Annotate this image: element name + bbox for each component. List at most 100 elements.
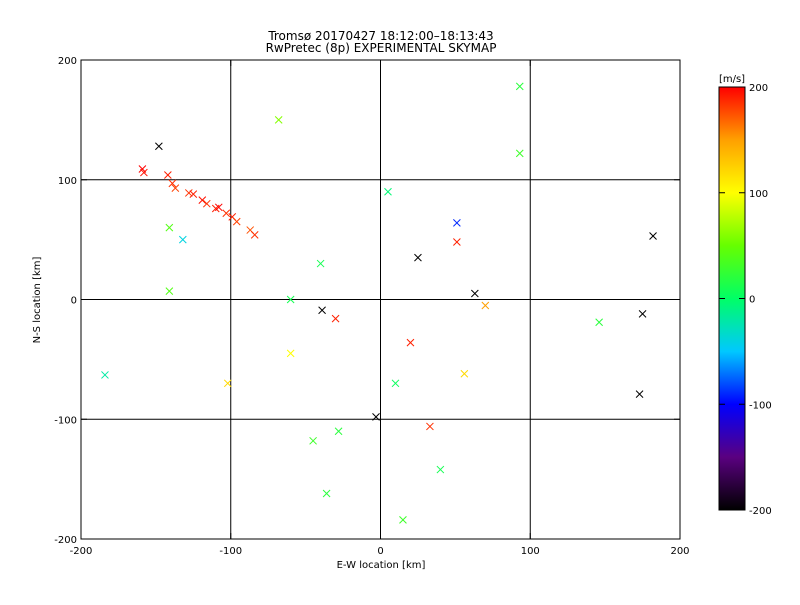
data-point-stroke bbox=[414, 253, 422, 262]
data-point-stroke bbox=[101, 371, 109, 379]
data-point-stroke bbox=[140, 168, 148, 177]
grid-lines bbox=[81, 60, 680, 539]
data-point bbox=[481, 301, 490, 310]
data-point-stroke bbox=[391, 379, 400, 388]
data-point bbox=[334, 427, 343, 436]
data-point bbox=[414, 253, 422, 262]
data-point-stroke bbox=[635, 390, 644, 398]
data-point-stroke bbox=[286, 295, 295, 304]
data-point-stroke bbox=[595, 318, 603, 327]
data-point bbox=[453, 238, 461, 246]
data-point bbox=[322, 489, 331, 498]
data-point bbox=[164, 171, 172, 179]
data-point bbox=[250, 230, 259, 239]
axis-ticks: -200 -100 0 100 200 -200 -100 0 100 200 bbox=[54, 56, 689, 557]
data-point-stroke bbox=[155, 142, 163, 151]
data-point-stroke bbox=[318, 306, 326, 315]
chart-subtitle: RwPretec (8p) EXPERIMENTAL SKYMAP bbox=[266, 41, 497, 55]
data-point-stroke bbox=[331, 314, 340, 323]
data-point-stroke bbox=[286, 349, 295, 358]
x-tick-label: 100 bbox=[521, 546, 540, 557]
colorbar-label: [m/s] bbox=[719, 74, 745, 85]
data-point bbox=[165, 287, 174, 295]
colorbar-tick-label: 100 bbox=[749, 189, 768, 200]
data-point bbox=[309, 436, 317, 445]
data-point bbox=[515, 149, 524, 158]
colorbar-tick-label: -200 bbox=[749, 506, 772, 517]
data-point-stroke bbox=[246, 226, 255, 234]
data-point bbox=[222, 209, 231, 218]
data-point bbox=[331, 314, 340, 323]
colorbar-tick-label: 200 bbox=[749, 83, 768, 94]
data-point-stroke bbox=[481, 301, 490, 310]
x-tick-label: -200 bbox=[70, 546, 93, 557]
y-tick-label: 100 bbox=[58, 176, 77, 187]
data-point bbox=[140, 168, 148, 177]
data-point-stroke bbox=[515, 82, 524, 91]
data-point bbox=[638, 310, 647, 318]
data-point-stroke bbox=[198, 196, 207, 204]
data-point bbox=[391, 379, 400, 388]
data-point-stroke bbox=[453, 238, 461, 246]
data-point bbox=[426, 422, 434, 431]
data-point-stroke bbox=[372, 413, 380, 421]
data-point-stroke bbox=[436, 465, 445, 474]
data-point bbox=[286, 295, 295, 304]
x-tick-label: 0 bbox=[377, 546, 383, 557]
data-point-stroke bbox=[164, 171, 172, 179]
y-axis-label: N-S location [km] bbox=[32, 257, 43, 344]
data-point bbox=[515, 82, 524, 91]
y-tick-label: 200 bbox=[58, 56, 77, 67]
data-point bbox=[399, 515, 407, 524]
data-point-stroke bbox=[171, 184, 180, 192]
data-point bbox=[436, 465, 445, 474]
data-point-stroke bbox=[274, 116, 283, 124]
data-point bbox=[223, 379, 232, 388]
data-point bbox=[635, 390, 644, 398]
data-point-stroke bbox=[453, 219, 461, 227]
data-point-stroke bbox=[222, 209, 231, 218]
data-point-stroke bbox=[334, 427, 343, 436]
y-tick-label: 0 bbox=[71, 296, 77, 307]
data-point bbox=[384, 187, 392, 196]
data-point bbox=[318, 306, 326, 315]
data-point bbox=[168, 179, 177, 188]
data-point-stroke bbox=[228, 213, 237, 221]
colorbar-ticks: -200 -100 0 100 200 bbox=[719, 83, 772, 517]
data-point-stroke bbox=[515, 149, 524, 158]
data-point-stroke bbox=[178, 235, 187, 244]
x-axis-label: E-W location [km] bbox=[337, 560, 426, 571]
data-point-stroke bbox=[316, 259, 325, 268]
data-point bbox=[198, 196, 207, 204]
y-tick-label: -100 bbox=[54, 415, 77, 426]
chart-title: Tromsø 20170427 18:12:00–18:13:43 bbox=[267, 29, 493, 43]
data-point bbox=[372, 413, 380, 421]
colorbar-tick-label: 0 bbox=[749, 295, 755, 306]
data-point bbox=[453, 219, 461, 227]
data-point-stroke bbox=[189, 190, 198, 198]
data-point-stroke bbox=[165, 287, 174, 295]
data-point-stroke bbox=[232, 217, 241, 226]
data-point-stroke bbox=[214, 203, 223, 212]
data-point bbox=[171, 184, 180, 192]
data-point-stroke bbox=[399, 515, 407, 524]
data-point-stroke bbox=[322, 489, 331, 498]
data-point bbox=[178, 235, 187, 244]
data-point bbox=[274, 116, 283, 124]
data-point-stroke bbox=[470, 289, 479, 298]
data-point bbox=[189, 190, 198, 198]
x-tick-label: -100 bbox=[219, 546, 242, 557]
data-point-stroke bbox=[138, 165, 147, 173]
data-point-stroke bbox=[165, 223, 174, 232]
x-tick-label: 200 bbox=[670, 546, 689, 557]
data-point bbox=[460, 369, 469, 378]
data-point bbox=[470, 289, 479, 298]
data-points bbox=[101, 82, 657, 524]
y-tick-label: -200 bbox=[54, 535, 77, 546]
data-point-stroke bbox=[168, 179, 177, 188]
data-point bbox=[155, 142, 163, 151]
colorbar-tick-label: -100 bbox=[749, 400, 772, 411]
data-point bbox=[286, 349, 295, 358]
